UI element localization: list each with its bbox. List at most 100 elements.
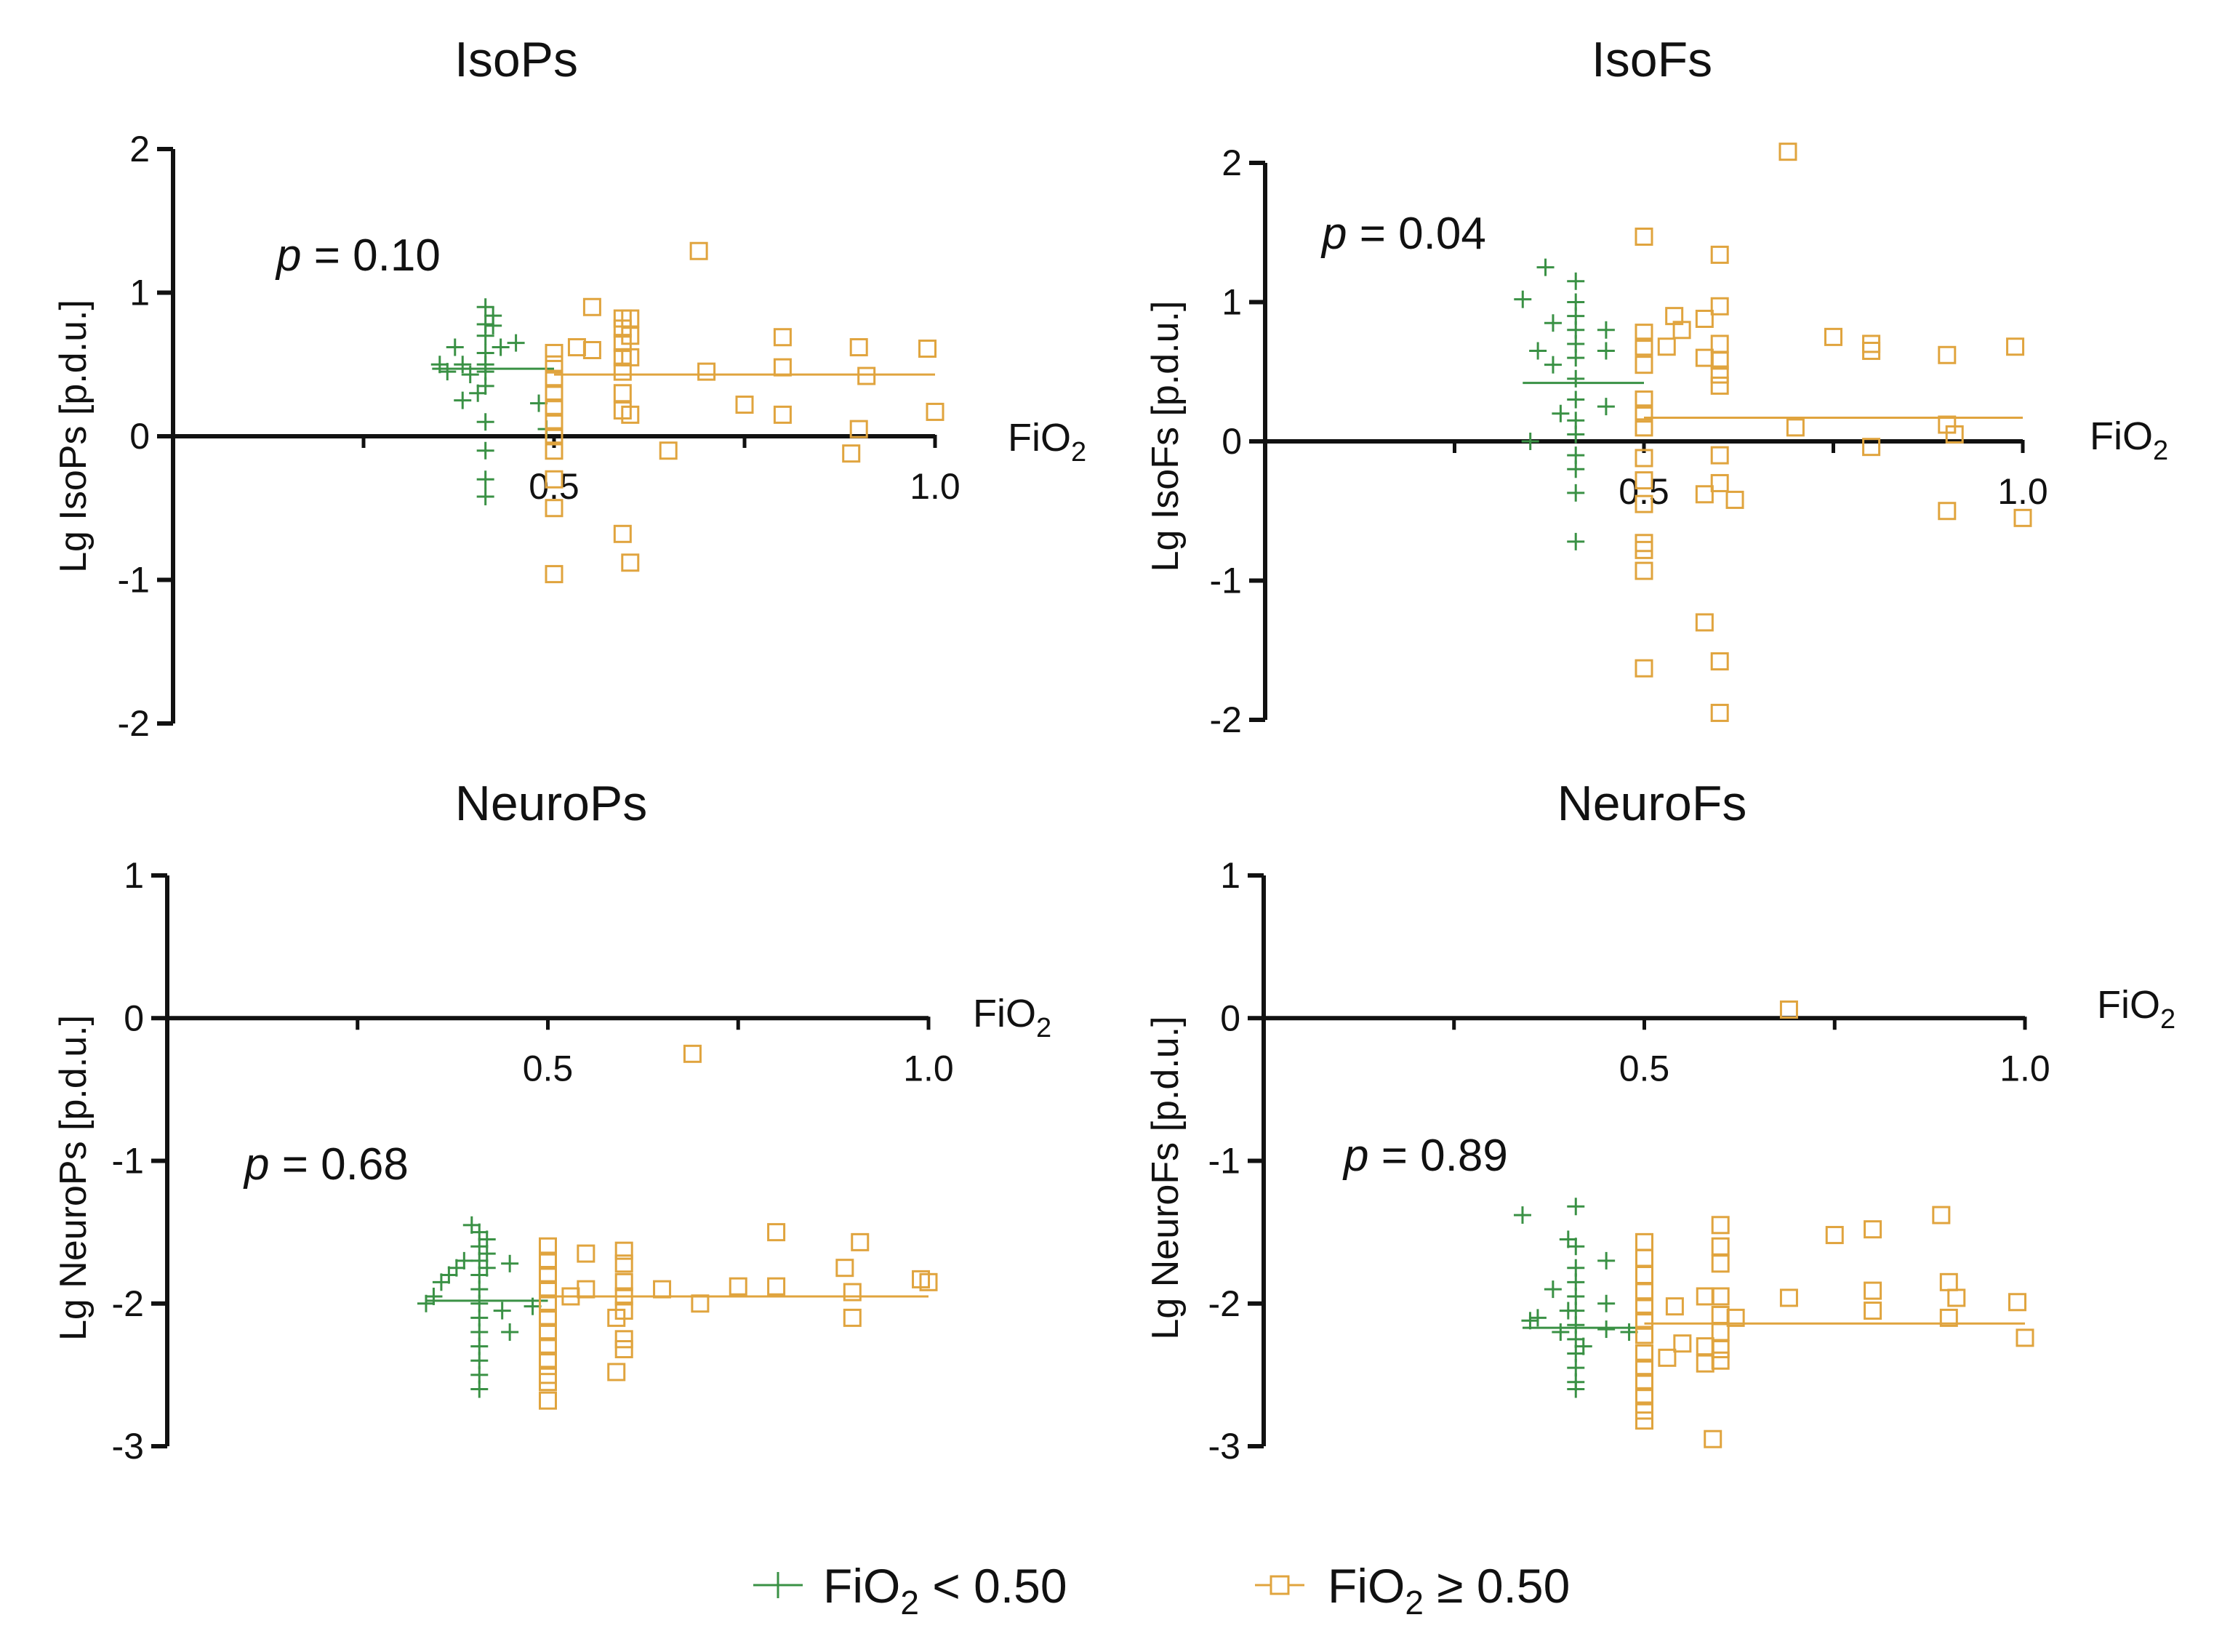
data-point-plus <box>1567 484 1585 502</box>
data-point-square <box>1864 1302 1882 1320</box>
data-point-square <box>849 338 868 357</box>
data-point-square <box>1710 473 1729 492</box>
x-tick-label: 1.0 <box>1997 471 2048 512</box>
data-point-plus <box>461 366 479 384</box>
data-point-plus <box>476 441 494 460</box>
y-tick-label: 0 <box>129 416 150 457</box>
data-point-plus <box>484 307 502 325</box>
data-point-square <box>1665 1297 1684 1316</box>
data-point-square <box>918 340 937 358</box>
data-point-plus <box>1521 1312 1539 1330</box>
data-point-square <box>1711 1323 1730 1342</box>
data-point-plus <box>530 394 548 412</box>
x-axis-label: FiO2 <box>1008 416 1086 468</box>
data-point-plus <box>476 470 494 489</box>
data-point-square <box>1862 438 1881 457</box>
p-value-text: = 0.10 <box>301 230 440 281</box>
y-tick-label: -1 <box>112 1141 144 1182</box>
data-point-square <box>1710 365 1729 384</box>
data-point-square <box>1657 337 1676 356</box>
x-axis-label: FiO2 <box>2097 983 2175 1035</box>
y-tick-label: 1 <box>124 855 144 896</box>
data-point-square <box>659 441 678 460</box>
data-point-square <box>857 366 876 385</box>
data-point-square <box>1938 502 1957 521</box>
p-value-symbol: p <box>1342 1131 1368 1181</box>
data-point-square <box>1710 446 1729 465</box>
data-point-plus <box>1567 460 1585 478</box>
plot-area: 1 0 -1 -2 -3 0.5 1.0 <box>1208 855 2050 1467</box>
data-point-square <box>539 1294 557 1313</box>
data-point-square <box>1635 1358 1653 1377</box>
data-point-square <box>614 1302 633 1320</box>
y-tick-label: 0 <box>1220 998 1240 1038</box>
data-point-plus <box>1567 369 1585 388</box>
data-point-plus <box>1597 1320 1616 1339</box>
data-point-square <box>1635 561 1653 580</box>
data-point-square <box>1710 297 1729 316</box>
legend-item-high: FiO2 ≥ 0.50 <box>1255 1559 1570 1621</box>
data-point-square <box>1635 356 1653 374</box>
data-point-plus <box>417 1294 435 1312</box>
y-tick-label: 0 <box>1222 421 1242 462</box>
data-point-plus <box>1514 290 1532 308</box>
data-point-square <box>1864 1220 1882 1239</box>
data-point-square <box>1695 348 1714 367</box>
data-point-square <box>1635 404 1653 423</box>
data-point-square <box>1704 1430 1722 1448</box>
data-point-plus <box>1620 1323 1638 1341</box>
data-point-plus <box>430 356 449 374</box>
data-point-plus <box>1544 356 1562 374</box>
p-value: p = 0.68 <box>243 1139 409 1190</box>
data-point-square <box>1711 1340 1730 1359</box>
data-point-square <box>2013 508 2032 527</box>
legend-square <box>1270 1575 1290 1595</box>
legend: FiO2 < 0.50 FiO2 ≥ 0.50 <box>753 1559 1570 1621</box>
panel-title: IsoPs <box>454 32 578 87</box>
data-point-square <box>545 470 563 489</box>
data-point-plus <box>478 1259 496 1277</box>
data-point-square <box>683 1044 702 1063</box>
data-point-square <box>1658 1348 1677 1367</box>
p-value: p = 0.89 <box>1342 1131 1508 1181</box>
data-point-square <box>539 1351 557 1370</box>
data-point-square <box>1711 1237 1730 1256</box>
x-axis-label: FiO2 <box>973 992 1051 1043</box>
data-point-square <box>843 1308 862 1327</box>
data-point-square <box>1726 1308 1745 1327</box>
data-point-plus <box>1567 349 1585 367</box>
data-point-square <box>835 1259 854 1278</box>
data-point-plus <box>493 1302 511 1320</box>
data-point-plus <box>1597 1251 1616 1270</box>
data-point-square <box>614 1330 633 1349</box>
data-point-square <box>1635 1297 1653 1316</box>
data-point-square <box>539 1266 557 1284</box>
data-point-square <box>1711 1254 1730 1273</box>
data-point-plus <box>476 298 494 316</box>
data-point-square <box>607 1363 626 1382</box>
plot-area: 2 1 0 -1 -2 0.5 1.0 <box>1210 143 2048 740</box>
data-point-square <box>1635 1373 1653 1392</box>
y-axis-label: Lg NeuroPs [p.d.u.] <box>52 1015 95 1341</box>
data-point-plus <box>455 1251 473 1270</box>
x-tick-label: 0.5 <box>1619 1048 1670 1088</box>
legend-item-low: FiO2 < 0.50 <box>753 1559 1067 1621</box>
data-point-plus <box>524 1297 542 1315</box>
data-point-square <box>1932 1206 1951 1224</box>
data-point-square <box>545 441 563 460</box>
data-point-square <box>689 241 708 260</box>
data-point-square <box>545 355 563 374</box>
data-point-square <box>1710 376 1729 395</box>
data-point-square <box>1824 327 1842 346</box>
x-axis-label-subscript: 2 <box>2153 436 2168 466</box>
data-point-plus <box>1552 1323 1570 1341</box>
data-point-plus <box>501 1323 519 1341</box>
data-point-square <box>614 1287 633 1306</box>
y-tick-label: 1 <box>1222 282 1242 323</box>
p-value-text: = 0.89 <box>1368 1131 1507 1181</box>
data-point-plus <box>1597 1294 1616 1312</box>
data-point-square <box>926 402 944 421</box>
data-point-plus <box>1597 398 1615 416</box>
data-point-square <box>1710 703 1729 722</box>
data-point-square <box>1779 1288 1798 1307</box>
